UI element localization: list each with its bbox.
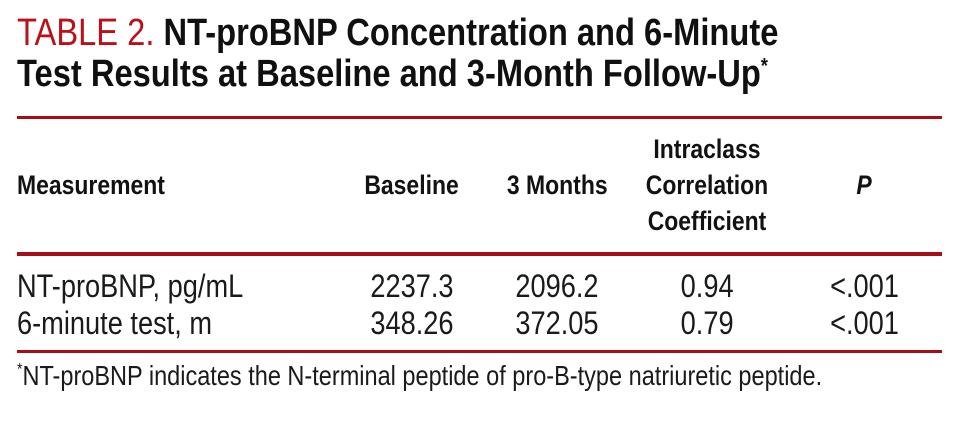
cell-measurement-row-1-text: NT-proBNP, pg/mL bbox=[17, 267, 244, 304]
cell-measurement-row-2: 6-minute test, m bbox=[17, 305, 337, 352]
cell-icc-row-1: 0.94 bbox=[627, 254, 787, 305]
cell-3-months-row-2: 372.05 bbox=[487, 305, 627, 352]
cell-p-row-2: <.001 bbox=[787, 305, 942, 352]
cell-baseline-row-2-text: 348.26 bbox=[370, 304, 454, 341]
cell-3-months-row-1: 2096.2 bbox=[487, 254, 627, 305]
title-footnote-marker: * bbox=[760, 54, 768, 78]
column-header-baseline: Baseline bbox=[337, 118, 487, 254]
cell-baseline-row-1-text: 2237.3 bbox=[370, 267, 454, 304]
column-header-p-value-label: P bbox=[856, 169, 873, 200]
table-title-line-1: NT-proBNP Concentration and 6-Minute bbox=[163, 12, 779, 54]
column-header-baseline-label: Baseline bbox=[364, 169, 460, 200]
column-header-intraclass-correlation-coefficient-label: Intraclass Correlation Coefficient bbox=[645, 134, 769, 237]
cell-baseline-row-2: 348.26 bbox=[337, 305, 487, 352]
cell-baseline-row-1: 2237.3 bbox=[337, 254, 487, 305]
cell-measurement-row-1: NT-proBNP, pg/mL bbox=[17, 254, 337, 305]
cell-p-row-1-text: <.001 bbox=[830, 267, 899, 304]
cell-3-months-row-2-text: 372.05 bbox=[515, 304, 599, 341]
column-header-intraclass-correlation-coefficient: Intraclass Correlation Coefficient bbox=[627, 118, 787, 254]
header-row: Measurement Baseline 3 Months Intraclass… bbox=[17, 118, 942, 254]
cell-icc-row-2-text: 0.79 bbox=[680, 304, 734, 341]
cell-icc-row-1-text: 0.94 bbox=[680, 267, 734, 304]
footnote-text: NT-proBNP indicates the N-terminal pepti… bbox=[22, 359, 823, 391]
cell-icc-row-2: 0.79 bbox=[627, 305, 787, 352]
table-footnote: *NT-proBNP indicates the N-terminal pept… bbox=[17, 360, 942, 392]
table-title-line-2: Test Results at Baseline and 3-Month Fol… bbox=[17, 53, 761, 95]
cell-measurement-row-2-text: 6-minute test, m bbox=[17, 304, 212, 341]
cell-p-row-2-text: <.001 bbox=[830, 304, 899, 341]
table-number-label: TABLE 2. bbox=[17, 12, 155, 54]
table-row-6-minute-test: 6-minute test, m 348.26 372.05 0.79 <.00… bbox=[17, 305, 942, 352]
footnote-marker: * bbox=[17, 359, 23, 379]
column-header-measurement-label: Measurement bbox=[17, 169, 165, 200]
cell-3-months-row-1-text: 2096.2 bbox=[515, 267, 599, 304]
column-header-measurement: Measurement bbox=[17, 118, 337, 254]
column-header-p-value: P bbox=[787, 118, 942, 254]
table-title: TABLE 2. NT-proBNP Concentration and 6-M… bbox=[17, 13, 813, 95]
column-header-3-months: 3 Months bbox=[487, 118, 627, 254]
table-row-nt-probnp: NT-proBNP, pg/mL 2237.3 2096.2 0.94 <.00… bbox=[17, 254, 942, 305]
cell-p-row-1: <.001 bbox=[787, 254, 942, 305]
column-header-3-months-label: 3 Months bbox=[506, 169, 608, 200]
results-table: Measurement Baseline 3 Months Intraclass… bbox=[17, 116, 942, 353]
